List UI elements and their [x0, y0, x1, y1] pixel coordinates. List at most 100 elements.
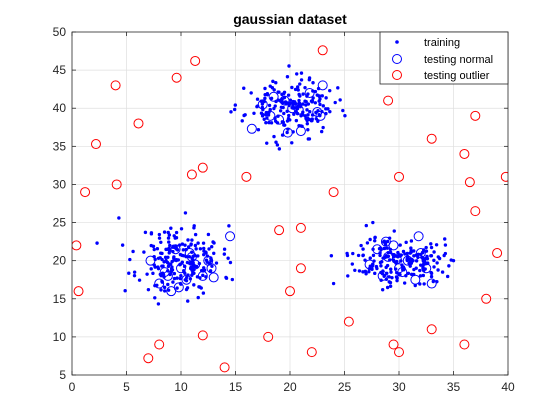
training-point — [167, 246, 171, 250]
training-point — [422, 282, 426, 286]
training-point — [274, 140, 278, 144]
training-point — [275, 143, 280, 147]
training-point — [443, 243, 448, 247]
training-point — [416, 255, 420, 260]
testing-outlier-point — [274, 225, 285, 236]
training-point — [210, 264, 214, 268]
training-point — [202, 252, 206, 257]
training-point — [171, 280, 175, 284]
training-point — [395, 276, 399, 280]
training-point — [151, 271, 155, 276]
training-point — [389, 270, 393, 274]
testing-outlier-point — [459, 148, 470, 159]
training-point — [346, 274, 350, 278]
training-point — [314, 117, 318, 121]
training-point — [193, 243, 198, 248]
tick-marks — [71, 31, 509, 376]
training-point — [169, 226, 173, 230]
training-point — [301, 102, 305, 106]
training-point — [331, 281, 336, 286]
y-tick-label: 15 — [53, 292, 67, 306]
training-point — [350, 262, 355, 266]
training-point — [230, 277, 235, 282]
training-point — [418, 274, 423, 278]
training-point — [142, 250, 146, 254]
testing-normal-point — [197, 270, 208, 281]
training-point — [436, 255, 440, 259]
training-point — [228, 260, 233, 265]
training-point — [160, 271, 165, 276]
training-point — [270, 86, 275, 90]
testing-normal-point — [377, 270, 388, 281]
training-point — [176, 258, 181, 262]
training-point — [255, 97, 260, 101]
testing-outlier-point — [481, 293, 492, 304]
training-point — [429, 245, 434, 250]
testing-outlier-point — [328, 187, 339, 198]
testing-outlier-point — [186, 169, 197, 180]
training-point — [429, 274, 434, 279]
training-point — [361, 247, 365, 251]
testing-outlier-point — [90, 139, 101, 150]
training-point — [389, 267, 393, 271]
training-point — [451, 258, 456, 263]
training-point — [409, 246, 413, 250]
training-point — [265, 141, 269, 145]
training-point — [172, 234, 176, 238]
training-point — [364, 223, 368, 228]
training-point — [204, 251, 208, 255]
testing-outlier-point — [394, 171, 404, 182]
training-point — [222, 247, 227, 251]
x-tick-labels: 0 5 10 15 20 25 30 35 40 — [69, 380, 515, 394]
training-point — [388, 247, 393, 252]
training-point — [132, 270, 137, 274]
y-tick-label: 45 — [53, 63, 67, 77]
training-point — [329, 254, 334, 258]
training-point — [180, 242, 185, 246]
testing-outlier-point — [426, 324, 437, 335]
training-point — [267, 120, 271, 125]
training-point — [179, 273, 183, 278]
training-point — [276, 90, 280, 94]
training-point — [120, 243, 125, 247]
training-point — [222, 252, 227, 256]
training-point — [321, 125, 325, 130]
training-point — [368, 264, 372, 268]
training-point — [196, 254, 200, 258]
training-point — [152, 254, 156, 259]
y-tick-label: 30 — [53, 177, 67, 191]
training-point — [184, 278, 189, 283]
training-point — [328, 109, 332, 114]
training-point — [295, 72, 299, 76]
testing-outlier-point — [197, 330, 208, 341]
training-point — [269, 121, 274, 125]
training-point — [287, 64, 291, 68]
training-point — [343, 113, 347, 118]
training-point — [166, 288, 171, 292]
training-point — [271, 79, 275, 84]
training-point — [172, 271, 177, 276]
training-point — [396, 250, 400, 255]
training-point — [263, 86, 267, 91]
training-point — [300, 113, 305, 117]
testing-outlier-point — [197, 162, 208, 173]
testing-outlier-point — [171, 72, 182, 83]
testing-normal-point — [268, 91, 279, 102]
training-point — [164, 259, 168, 263]
training-point — [307, 137, 312, 141]
training-point — [123, 289, 127, 293]
training-point — [290, 85, 294, 90]
training-point — [387, 236, 392, 240]
training-point — [320, 94, 324, 98]
training-point — [190, 238, 194, 242]
training-point — [431, 279, 435, 284]
training-point — [406, 271, 411, 276]
training-point — [371, 220, 375, 225]
training-point — [183, 211, 188, 215]
training-point — [259, 111, 264, 115]
testing-normal-point — [295, 126, 306, 137]
testing-normal-point — [190, 259, 201, 270]
training-point — [423, 256, 428, 261]
training-point — [379, 264, 383, 268]
training-point — [196, 241, 200, 245]
